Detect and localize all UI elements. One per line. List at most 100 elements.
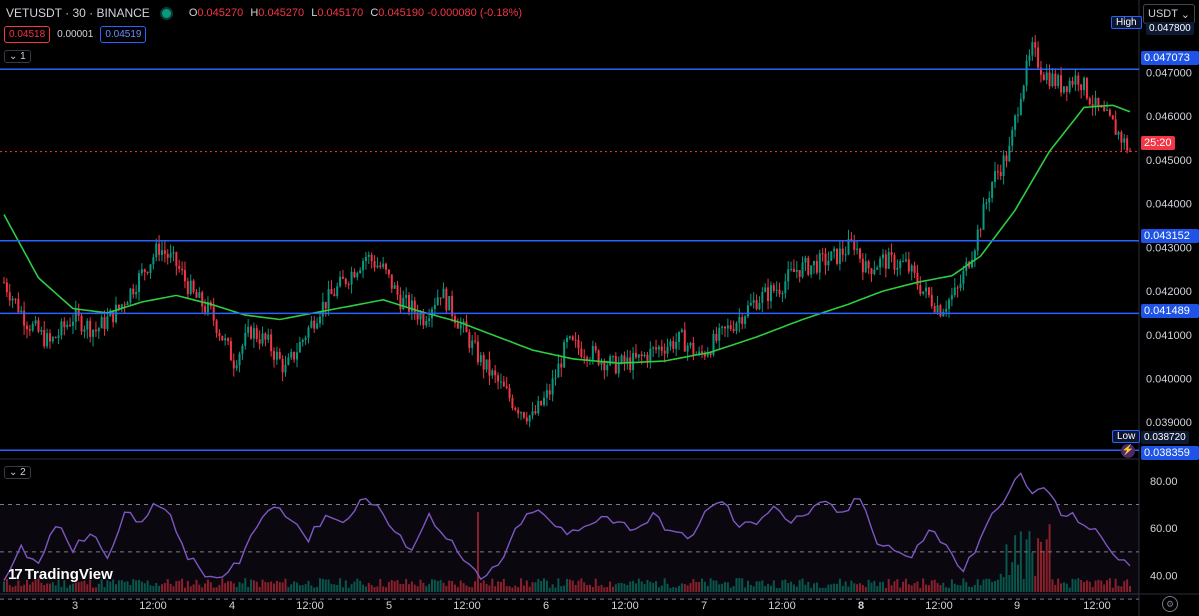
volume-bar [517,587,520,592]
currency-select[interactable]: USDT ⌄ [1143,4,1195,24]
pane-1-toggle[interactable]: ⌄ 1 [4,50,31,63]
volume-bar [20,586,23,592]
volume-bar [991,581,994,592]
candle-body [48,333,51,342]
volume-bar [965,581,968,592]
candle-body [505,386,508,389]
candle-body [295,352,298,360]
candle-body [316,323,319,329]
bolt-icon[interactable]: ⚡ [1121,444,1135,458]
volume-bar [554,587,557,592]
hline-label-4[interactable]: 0.038359 [1141,446,1199,460]
volume-bar [919,587,922,592]
candle-body [1019,99,1022,115]
candle-body [445,288,448,311]
volume-bar [847,586,850,592]
candle-body [143,269,146,272]
pane-2-toggle[interactable]: ⌄ 2 [4,466,31,479]
candle-body [528,415,531,422]
hline-label-2[interactable]: 0.043152 [1141,229,1199,243]
volume-bar [520,578,523,592]
candle-body [649,348,652,362]
time-axis-label: 6 [543,600,549,612]
candle-body [264,333,267,340]
sell-button[interactable]: 0.04518 [4,26,51,43]
candle-body [321,301,324,317]
candle-body [250,326,253,339]
volume-bar [51,582,54,592]
volume-bar [741,578,744,592]
hline-label-3[interactable]: 0.041489 [1141,304,1199,318]
change-value: -0.000080 (-0.18%) [427,7,522,19]
candle-body [428,318,431,321]
volume-bar [169,583,172,592]
candle-body [735,323,738,331]
volume-bar [229,581,232,592]
tradingview-logo[interactable]: 17 TradingView [8,566,113,583]
volume-bar [772,580,775,592]
volume-bar [979,585,982,592]
gear-icon[interactable]: ⚙ [1162,596,1178,612]
volume-bar [1117,585,1120,592]
volume-bar [402,583,405,592]
volume-bar [709,578,712,592]
volume-bar [69,584,72,592]
volume-bar [267,582,270,592]
price-tick-label: 0.041000 [1146,330,1192,342]
volume-bar [858,583,861,592]
candle-body [879,258,882,268]
candle-body [60,321,63,336]
volume-bar [1034,575,1037,592]
moving-average-line [3,104,1131,365]
candle-body [836,248,839,264]
hline-label-1[interactable]: 0.047073 [1141,51,1199,65]
volume-bar [178,580,181,592]
volume-bar [775,587,778,592]
candle-body [873,269,876,275]
volume-bar [1051,579,1054,592]
candle-body [881,254,884,259]
candle-body [83,329,86,332]
volume-bar [224,583,227,592]
volume-bar [413,584,416,592]
candle-body [971,259,974,268]
volume-bar [181,578,184,592]
candle-body [439,297,442,299]
candle-body [634,353,637,358]
candle-body [40,329,43,332]
volume-bar [1054,584,1057,592]
volume-bar [867,579,870,592]
volume-bar [120,580,123,592]
volume-bar [1060,583,1063,592]
candle-body [672,341,675,349]
candle-body [71,321,74,326]
volume-bar [904,578,907,592]
symbol-title[interactable]: VETUSDT · 30 · BINANCE [6,6,150,20]
volume-bar [204,583,207,592]
candle-body [336,286,339,296]
candle-body [1088,98,1091,105]
volume-bar [922,578,925,592]
price-tick-label: 0.042000 [1146,286,1192,298]
candle-body [744,316,747,325]
volume-bar [1083,582,1086,592]
volume-bar [502,578,505,592]
buy-button[interactable]: 0.04519 [100,26,147,43]
candle-body [31,323,34,331]
volume-bar [563,585,566,592]
volume-bar [198,584,201,592]
candle-body [278,351,281,359]
volume-bar [557,578,560,592]
candle-body [1074,75,1077,85]
candle-body [364,256,367,262]
volume-bar [629,581,632,592]
volume-bar [1108,578,1111,592]
candle-body [769,285,772,302]
volume-bar [637,578,640,592]
candle-body [962,271,965,284]
volume-bar [680,583,683,592]
candle-body [764,287,767,292]
volume-bar [295,582,298,592]
volume-bar [1045,539,1048,592]
